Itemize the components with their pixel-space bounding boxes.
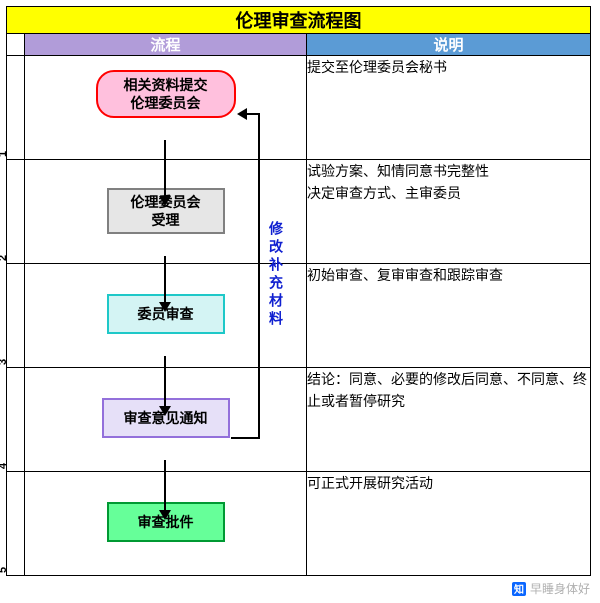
header-desc-text: 说明: [434, 37, 464, 54]
corner-cell: [7, 34, 25, 56]
header-desc: 说明: [307, 34, 591, 56]
header-flow-text: 流程: [150, 37, 180, 54]
header-flow: 流程: [25, 34, 307, 56]
flow-node: 相关资料提交伦理委员会: [96, 70, 236, 118]
watermark: 知 早睡身体好: [512, 580, 590, 597]
flow-table: 伦理审查流程图 流程 说明 1 相关资料提交伦理委员会 提交至伦理委员会秘书 2 伦理委…: [6, 6, 591, 576]
row-number: 3: [7, 264, 25, 368]
flow-node: 审查意见通知: [102, 398, 230, 438]
flow-cell: 委员审查: [25, 264, 307, 368]
table-title: 伦理审查流程图: [7, 7, 591, 34]
zhihu-icon: 知: [512, 582, 526, 596]
flow-node: 伦理委员会受理: [107, 188, 225, 234]
desc-cell: 结论：同意、必要的修改后同意、不同意、终止或者暂停研究: [307, 368, 591, 472]
row-number: 2: [7, 160, 25, 264]
flow-cell: 审查意见通知: [25, 368, 307, 472]
flow-cell: 伦理委员会受理: [25, 160, 307, 264]
flow-node: 审查批件: [107, 502, 225, 542]
desc-cell: 提交至伦理委员会秘书: [307, 56, 591, 160]
row-number: 4: [7, 368, 25, 472]
diagram-container: 伦理审查流程图 流程 说明 1 相关资料提交伦理委员会 提交至伦理委员会秘书 2 伦理委…: [0, 6, 600, 603]
flow-node: 委员审查: [107, 294, 225, 334]
flow-cell: 相关资料提交伦理委员会: [25, 56, 307, 160]
desc-cell: 初始审查、复审审查和跟踪审查: [307, 264, 591, 368]
row-number: 5: [7, 472, 25, 576]
desc-cell: 试验方案、知情同意书完整性决定审查方式、主审委员: [307, 160, 591, 264]
title-text: 伦理审查流程图: [236, 11, 362, 31]
flow-cell: 审查批件: [25, 472, 307, 576]
desc-cell: 可正式开展研究活动: [307, 472, 591, 576]
row-number: 1: [7, 56, 25, 160]
watermark-text: 早睡身体好: [530, 580, 590, 597]
